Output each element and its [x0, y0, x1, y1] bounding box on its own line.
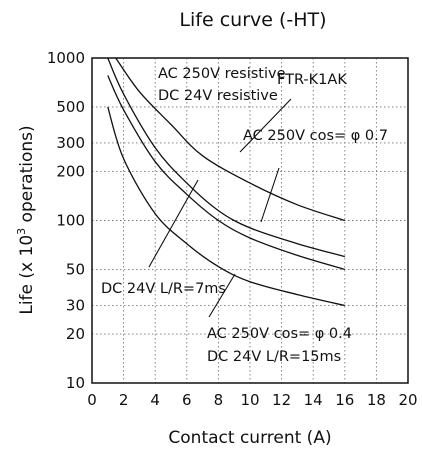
y-tick-label: 30: [66, 296, 85, 314]
x-tick-label: 20: [398, 391, 417, 409]
series-label-dc24v-resistive: DC 24V resistive: [158, 88, 278, 104]
y-tick-label: 50: [66, 260, 85, 278]
x-tick-label: 16: [335, 391, 354, 409]
leader-line-cos04: [208, 273, 236, 318]
leader-line-cos07: [260, 167, 280, 223]
chart-title: Life curve (-HT): [179, 9, 326, 31]
x-tick-label: 2: [119, 391, 129, 409]
y-tick-label: 300: [56, 134, 85, 152]
series-label-ac250v-cos04: AC 250V cos= φ 0.4: [207, 326, 352, 342]
life-curve-series-3: [107, 75, 345, 271]
x-tick-label: 4: [150, 391, 160, 409]
series-label-ac250v-resistive: AC 250V resistive: [158, 66, 286, 82]
x-tick-label: 8: [214, 391, 224, 409]
series-label-ac250v-cos07: AC 250V cos= φ 0.7: [243, 128, 388, 144]
life-curve-series-1: [115, 57, 346, 222]
x-tick-label: 12: [272, 391, 291, 409]
y-tick-label: 1000: [47, 49, 85, 67]
curves: [107, 57, 346, 307]
x-tick-label: 6: [182, 391, 192, 409]
y-tick-label: 20: [66, 325, 85, 343]
y-tick-label: 10: [66, 374, 85, 392]
life-curve-series-4: [107, 106, 345, 307]
y-tick-label: 100: [56, 212, 85, 230]
series-label-dc24v-lr15: DC 24V L/R=15ms: [207, 349, 341, 365]
model-label: FTR-K1AK: [277, 72, 347, 88]
series-label-dc24v-lr7: DC 24V L/R=7ms: [101, 281, 226, 297]
y-tick-label: 500: [56, 98, 85, 116]
x-tick-label: 18: [367, 391, 386, 409]
plot-frame: [91, 57, 409, 384]
leader-line-lr7: [148, 179, 199, 268]
x-tick-label: 0: [87, 391, 97, 409]
x-tick-label: 10: [240, 391, 259, 409]
y-axis-label: Life (x 103 operations): [15, 125, 37, 314]
y-tick-label: 200: [56, 163, 85, 181]
leader-line-resistive: [239, 98, 292, 153]
x-axis-label: Contact current (A): [168, 428, 331, 448]
grid: [92, 58, 408, 383]
y-tick-labels: 10 20 30 50 100 200 300 500 1000: [47, 49, 85, 392]
x-tick-label: 14: [304, 391, 323, 409]
x-tick-labels: 0 2 4 6 8 10 12 14 16 18 20: [87, 391, 417, 409]
life-curve-series-2: [107, 57, 345, 258]
